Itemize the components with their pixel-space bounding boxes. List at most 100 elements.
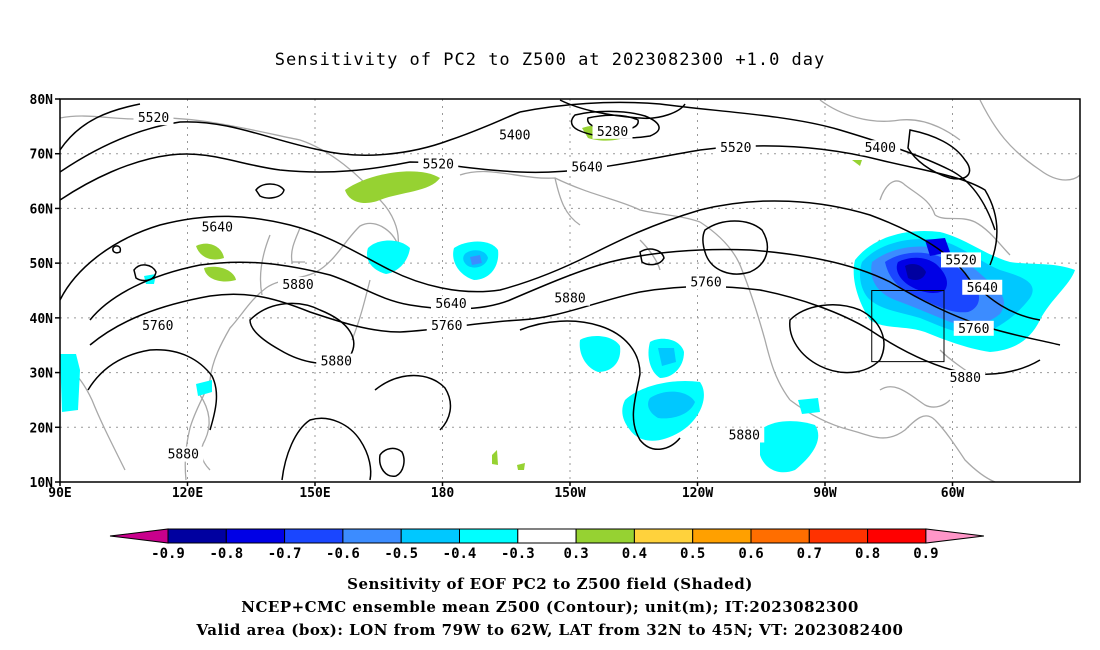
contour-label: 5400 (865, 141, 896, 156)
lat-label: 40N (30, 312, 54, 327)
colorbar-label: 0.8 (855, 546, 880, 562)
contour-label: 5520 (138, 111, 169, 126)
shade-negative-0.3 (760, 421, 819, 473)
shade-positive-0.3 (517, 463, 525, 470)
contour-label: 5880 (321, 355, 352, 370)
contour-label-bg (953, 320, 994, 336)
contour-label: 5760 (142, 319, 173, 334)
colorbar-label: -0.7 (268, 546, 302, 562)
contour-label-bg (278, 277, 318, 293)
contour-label-bg (724, 427, 765, 443)
colorbar-low-arrow (109, 528, 169, 544)
shade-negative-0.3 (798, 398, 820, 414)
lon-label: 60W (941, 486, 965, 501)
contour-label-bg (133, 110, 174, 126)
lat-label: 10N (30, 476, 54, 491)
colorbar-segment (517, 528, 577, 544)
lon-label: 150W (554, 486, 585, 501)
contour-label: 5880 (282, 278, 313, 293)
colorbar-label: -0.9 (151, 546, 185, 562)
contour-label-bg (418, 156, 459, 172)
colorbar-label: -0.5 (384, 546, 418, 562)
lon-label: 90E (48, 486, 71, 501)
caption-contour: NCEP+CMC ensemble mean Z500 (Contour); u… (241, 598, 859, 616)
colorbar-label: 0.5 (680, 546, 705, 562)
contour-label-bg (686, 274, 726, 290)
lat-label: 50N (30, 257, 54, 272)
contour-label-bg (163, 446, 204, 462)
contour-label: 5760 (431, 319, 462, 334)
contour-label: 5880 (554, 292, 585, 307)
shade-negative-0.3 (60, 354, 80, 412)
shade-positive-0.3 (852, 160, 862, 166)
longitude-labels: 90E 120E 150E 180 150W 120W 90W 60W (48, 482, 964, 501)
contour-label-bg (941, 252, 981, 268)
colorbar-segment (400, 528, 461, 544)
colorbar-label: -0.8 (209, 546, 243, 562)
contour-label-bg (592, 123, 633, 139)
contour-label-bg (494, 127, 535, 143)
contour-label: 5760 (958, 322, 989, 337)
colorbar-segment (459, 528, 519, 544)
colorbar-segment (633, 528, 694, 544)
contour-label: 5880 (950, 371, 981, 386)
contour-label-bg (945, 370, 986, 386)
contour-label-bg (567, 159, 607, 175)
contour-label: 5640 (435, 297, 466, 312)
z500-contours (60, 99, 1061, 481)
lat-label: 60N (30, 202, 54, 217)
contour-label-bg (137, 318, 178, 334)
colorbar-segment (808, 528, 869, 544)
contour-label: 5280 (597, 125, 628, 140)
lat-label: 80N (30, 93, 54, 108)
colorbar-label: -0.4 (443, 546, 477, 562)
colorbar-segment (867, 528, 927, 544)
contour-label: 5520 (945, 253, 976, 268)
contour-label: 5760 (690, 275, 721, 290)
contour-label-bg (426, 318, 467, 334)
shade-negative-0.3 (366, 240, 410, 274)
colorbar-label: 0.7 (797, 546, 822, 562)
valid-area-box (871, 290, 945, 363)
sensitivity-shading (60, 124, 1075, 473)
colorbar-segment (167, 528, 227, 544)
caption-valid-area: Valid area (box): LON from 79W to 62W, L… (196, 621, 904, 639)
lon-label: 90W (813, 486, 837, 501)
contour-label-bg (431, 296, 471, 312)
shade-negative-0.5 (658, 348, 676, 366)
contour-label-bg (550, 290, 590, 306)
shade-negative-0.6 (470, 255, 482, 265)
colorbar-segment (225, 528, 286, 544)
shade-negative-0.8 (925, 238, 950, 256)
shade-negative-0.5 (648, 391, 695, 419)
colorbar-label: -0.6 (326, 546, 360, 562)
latitude-labels: 80N 70N 60N 50N 40N 30N 20N 10N (30, 93, 60, 491)
colorbar-high-arrow (925, 528, 984, 544)
colorbar-label: 0.4 (622, 546, 647, 562)
colorbar: -0.9 -0.8 -0.7 -0.6 -0.5 -0.4 -0.3 0.3 0.4 0.5 0.6… (109, 528, 984, 562)
contour-label: 5640 (571, 160, 602, 175)
lon-label: 120E (172, 486, 203, 501)
shade-positive-0.3 (492, 450, 498, 465)
contour-labels: 5520 5400 5280 5520 5400 5520 5640 5640 5520 5880… (133, 110, 1003, 463)
lat-label: 70N (30, 148, 54, 163)
colorbar-label: 0.3 (563, 546, 588, 562)
colorbar-label: 0.6 (738, 546, 763, 562)
colorbar-label: 0.9 (913, 546, 938, 562)
contour-label-bg (715, 140, 756, 156)
contour-label: 5520 (423, 158, 454, 173)
lon-label: 120W (682, 486, 713, 501)
contour-label: 5880 (168, 448, 199, 463)
caption-shading: Sensitivity of EOF PC2 to Z500 field (Sh… (347, 575, 753, 593)
contour-label: 5640 (967, 281, 998, 296)
lat-label: 30N (30, 367, 54, 382)
lat-label: 20N (30, 421, 54, 436)
contour-label: 5880 (729, 428, 760, 443)
shade-negative-0.9 (905, 264, 926, 280)
lon-label: 150E (299, 486, 330, 501)
colorbar-segment (284, 528, 344, 544)
colorbar-label: -0.3 (501, 546, 535, 562)
shade-negative-0.3 (196, 380, 212, 396)
shade-negative-0.3 (579, 336, 621, 372)
